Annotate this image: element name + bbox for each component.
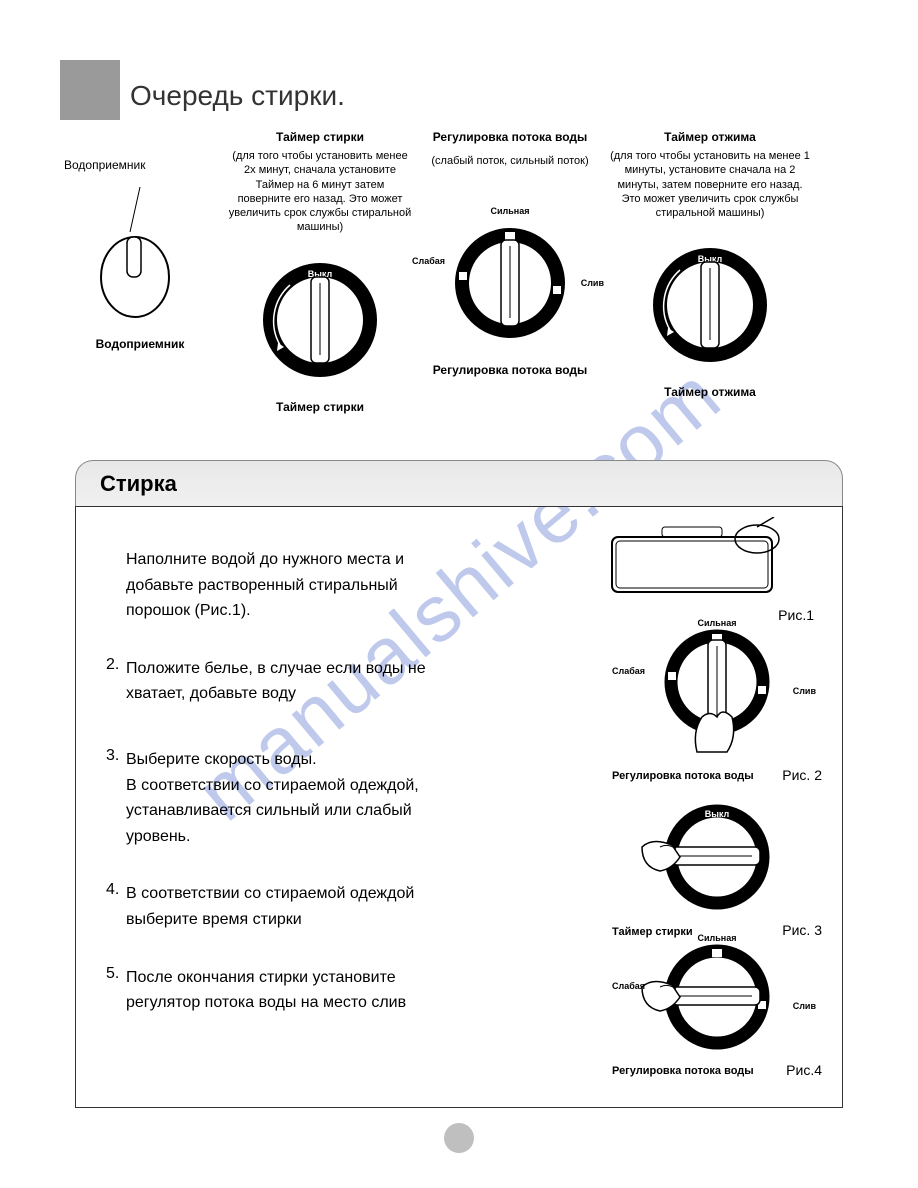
fig4-left: Слабая [612, 981, 645, 991]
wash-timer-dial: Выкл [255, 255, 385, 385]
spin-timer-desc: (для того чтобы установить на менее 1 ми… [600, 149, 820, 220]
step-text-2: Положите белье, в случае если воды не хв… [126, 656, 466, 707]
figure-2: Сильная Слабая Слив Регулировка потока в… [602, 622, 832, 783]
controls-overview-row: Водоприемник Водоприемник Таймер стирки … [60, 130, 858, 414]
wash-section-box: Наполните водой до нужного места и добав… [75, 506, 843, 1108]
flow-label-left: Слабая [412, 256, 445, 266]
fig2-caption: Регулировка потока воды [612, 770, 754, 783]
water-flow-title: Регулировка потока воды [420, 130, 600, 144]
fig3-label: Рис. 3 [782, 922, 822, 938]
header-square [60, 60, 120, 120]
page-title: Очередь стирки. [130, 80, 345, 112]
step-text-5: После окончания стирки установите регуля… [126, 965, 466, 1016]
figure-4: Сильная Слабая Слив Регулировка потока в… [602, 937, 832, 1078]
water-flow-col: Регулировка потока воды (слабый поток, с… [420, 130, 600, 414]
step-text-3: Выберите скорость воды. В соответствии с… [126, 747, 466, 849]
step-num-3: 3. [106, 747, 126, 765]
step-num-4: 4. [106, 881, 126, 899]
wash-timer-col: Таймер стирки (для того чтобы установить… [220, 130, 420, 414]
water-flow-dial [445, 218, 575, 348]
svg-text:Выкл: Выкл [705, 809, 730, 819]
water-receiver-col: Водоприемник Водоприемник [60, 130, 220, 414]
figure-3: Выкл Таймер стирки Рис. 3 [602, 797, 832, 938]
water-receiver-figure [85, 177, 195, 327]
wash-timer-title: Таймер стирки [220, 130, 420, 144]
fig4-right: Слив [793, 1001, 816, 1011]
spin-timer-caption: Таймер отжима [600, 385, 820, 399]
water-flow-caption: Регулировка потока воды [420, 363, 600, 377]
fig2-top: Сильная [698, 618, 737, 628]
section-header-wash: Стирка [75, 460, 843, 506]
fig4-label: Рис.4 [786, 1062, 822, 1078]
wash-timer-desc: (для того чтобы установить менее 2х мину… [220, 149, 420, 235]
step-num-2: 2. [106, 656, 126, 674]
wash-timer-caption: Таймер стирки [220, 400, 420, 414]
fig2-label: Рис. 2 [782, 767, 822, 783]
step-text-4: В соответствии со стираемой одеждой выбе… [126, 881, 466, 932]
page-number-circle [444, 1123, 474, 1153]
step-text-1: Наполните водой до нужного места и добав… [126, 547, 466, 624]
manual-page: Очередь стирки. manualshive.com Водоприе… [0, 0, 918, 1188]
fig2-left: Слабая [612, 666, 645, 676]
figure-1: Рис.1 [602, 517, 832, 623]
spin-timer-dial: Выкл [645, 240, 775, 370]
receiver-pointer-label: Водоприемник [60, 158, 220, 172]
fig2-right: Слив [793, 686, 816, 696]
spin-timer-col: Таймер отжима (для того чтобы установить… [600, 130, 820, 414]
fig4-top: Сильная [698, 933, 737, 943]
spin-timer-title: Таймер отжима [600, 130, 820, 144]
fig4-caption: Регулировка потока воды [612, 1065, 754, 1078]
step-num-5: 5. [106, 965, 126, 983]
receiver-caption: Водоприемник [60, 337, 220, 351]
flow-label-top: Сильная [491, 206, 530, 216]
water-flow-desc: (слабый поток, сильный поток) [420, 154, 600, 168]
section-title: Стирка [100, 471, 177, 497]
